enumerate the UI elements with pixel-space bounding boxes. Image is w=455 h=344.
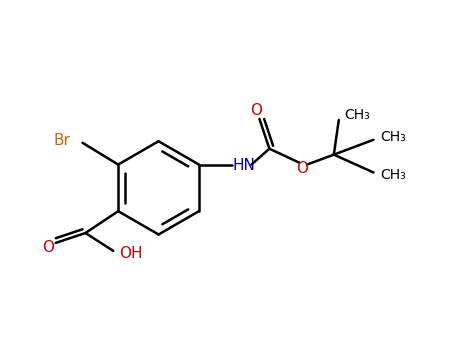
Text: OH: OH xyxy=(119,246,143,261)
Text: Br: Br xyxy=(54,133,71,148)
Text: O: O xyxy=(250,103,263,118)
Text: O: O xyxy=(42,240,54,255)
Text: HN: HN xyxy=(232,158,255,173)
Text: O: O xyxy=(296,161,308,176)
Text: CH₃: CH₃ xyxy=(380,130,406,144)
Text: CH₃: CH₃ xyxy=(380,169,406,182)
Text: CH₃: CH₃ xyxy=(344,108,369,122)
